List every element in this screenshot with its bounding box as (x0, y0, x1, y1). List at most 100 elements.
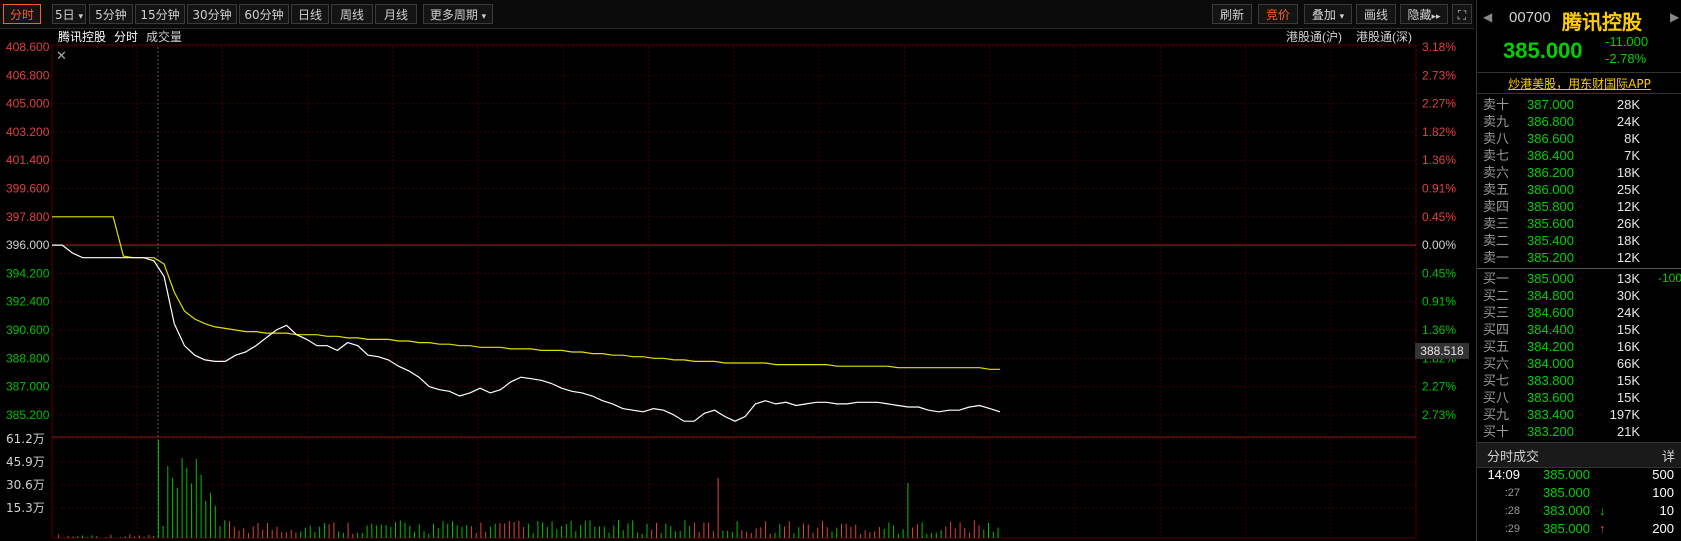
current-price-marker: 388.518 (1415, 343, 1469, 359)
ticks-title: 分时成交 (1487, 450, 1540, 465)
close-icon[interactable]: ✕ (56, 48, 67, 63)
period-tab-5day-label: 5日 (55, 8, 75, 22)
bid-level-label: 买五 (1483, 339, 1510, 354)
ask-row[interactable]: 卖六 386.200 18K (1477, 164, 1681, 181)
period-tab-weekly[interactable]: 周线 (331, 4, 373, 24)
ask-row[interactable]: 卖一 385.200 12K (1477, 249, 1681, 266)
bid-level-label: 买二 (1483, 288, 1510, 303)
ask-level-label: 卖七 (1483, 148, 1510, 163)
ask-row[interactable]: 卖四 385.800 12K (1477, 198, 1681, 215)
bid-row[interactable]: 买十 383.200 21K (1477, 423, 1681, 440)
bid-level-label: 买九 (1483, 407, 1510, 422)
quote-panel: ◀ 00700 腾讯控股 ▶ 385.000 -11.000 -2.78% 炒港… (1476, 0, 1681, 541)
chart-volume-label: 成交量 (146, 30, 183, 44)
bid-row[interactable]: 买四 384.400 15K (1477, 321, 1681, 338)
draw-line-button[interactable]: 画线 (1356, 4, 1396, 24)
ask-book: 卖十 387.000 28K 卖九 386.800 24K 卖八 386.600 8K 卖七 386… (1477, 96, 1681, 268)
ask-row[interactable]: 卖九 386.800 24K (1477, 113, 1681, 130)
pct-axis-label: 2.27% (1422, 380, 1456, 394)
tick-volume: 500 (1652, 467, 1674, 482)
bid-book: 买一 385.000 13K -100 买二 384.800 30K 买三 384.600 24K… (1477, 270, 1681, 442)
more-periods-dropdown[interactable]: 更多周期 ▾ (423, 4, 493, 24)
bid-row[interactable]: 买九 383.400 197K (1477, 406, 1681, 423)
tick-price: 383.000 (1543, 503, 1590, 518)
overlay-dropdown[interactable]: 叠加 ▾ (1304, 4, 1352, 24)
ask-volume: 8K (1624, 131, 1640, 146)
ask-level-label: 卖九 (1483, 114, 1510, 129)
bid-price: 384.200 (1527, 339, 1574, 354)
divider (1477, 268, 1681, 269)
last-price: 385.000 (1503, 38, 1583, 63)
pct-axis-label: 1.36% (1422, 323, 1456, 337)
tick-time: :27 (1504, 487, 1520, 499)
overlay-label: 叠加 (1311, 8, 1336, 22)
pct-axis-label: 2.73% (1422, 68, 1456, 82)
bid-row[interactable]: 买七 383.800 15K (1477, 372, 1681, 389)
period-tab-intraday[interactable]: 分时 (3, 4, 41, 24)
connect-sz-label[interactable]: 港股通(深) (1356, 30, 1412, 44)
ad-link[interactable]: 炒港美股，用东财国际APP (1508, 77, 1651, 91)
refresh-button[interactable]: 刷新 (1212, 4, 1252, 24)
ask-row[interactable]: 卖二 385.400 18K (1477, 232, 1681, 249)
bid-row[interactable]: 买二 384.800 30K (1477, 287, 1681, 304)
bid-volume: 15K (1616, 322, 1640, 337)
period-tab-daily[interactable]: 日线 (291, 4, 329, 24)
ask-row[interactable]: 卖七 386.400 7K (1477, 147, 1681, 164)
bid-price: 385.000 (1527, 271, 1574, 286)
bid-volume: 16K (1616, 339, 1640, 354)
price-change: -11.000 (1605, 34, 1649, 49)
hide-button[interactable]: 隐藏▸▸ (1400, 4, 1448, 24)
ask-price: 386.200 (1527, 165, 1574, 180)
ask-volume: 26K (1616, 216, 1640, 231)
ask-price: 385.200 (1527, 250, 1574, 265)
pct-axis-label: 0.45% (1422, 210, 1456, 224)
ask-price: 387.000 (1527, 97, 1574, 112)
bid-price: 383.600 (1527, 390, 1574, 405)
auction-button[interactable]: 竞价 (1258, 4, 1298, 24)
prev-stock-arrow-icon[interactable]: ◀ (1483, 10, 1493, 24)
ask-price: 385.800 (1527, 199, 1574, 214)
ask-row[interactable]: 卖十 387.000 28K (1477, 96, 1681, 113)
ask-volume: 25K (1616, 182, 1640, 197)
period-tab-5min[interactable]: 5分钟 (89, 4, 133, 24)
dropdown-arrow-icon: ▾ (78, 12, 83, 22)
pct-axis-label: 3.18% (1422, 40, 1456, 54)
tick-row: :29 385.000 ↑ 200 (1477, 520, 1681, 538)
bid-level-label: 买三 (1483, 305, 1510, 320)
bid-volume: 21K (1616, 424, 1640, 439)
period-tab-30min[interactable]: 30分钟 (187, 4, 237, 24)
fullscreen-icon[interactable]: ⛶ (1452, 4, 1472, 24)
series-price-line (52, 244, 1001, 422)
period-tab-60min[interactable]: 60分钟 (239, 4, 289, 24)
bid-level-label: 买八 (1483, 390, 1510, 405)
connect-sh-label[interactable]: 港股通(沪) (1286, 30, 1342, 44)
tick-row: :28 383.000 ↓ 10 (1477, 502, 1681, 520)
tick-row: 14:09 385.000 500 (1477, 466, 1681, 484)
tick-price: 385.000 (1543, 485, 1590, 500)
period-tab-monthly[interactable]: 月线 (375, 4, 417, 24)
bid-row[interactable]: 买三 384.600 24K (1477, 304, 1681, 321)
bid-volume: 15K (1616, 390, 1640, 405)
ask-price: 386.000 (1527, 182, 1574, 197)
ticks-detail-button[interactable]: 详 (1662, 450, 1676, 465)
price-axis-label: 405.000 (6, 97, 50, 111)
price-axis-label: 408.600 (6, 40, 50, 54)
intraday-chart: 腾讯控股 分时 成交量 港股通(沪) 港股通(深) ✕ 408.600 406.8… (0, 28, 1474, 541)
bid-row[interactable]: 买八 383.600 15K (1477, 389, 1681, 406)
ask-row[interactable]: 卖八 386.600 8K (1477, 130, 1681, 147)
ask-level-label: 卖十 (1483, 97, 1510, 112)
price-axis-label: 394.200 (6, 266, 50, 280)
bid-row[interactable]: 买一 385.000 13K -100 (1477, 270, 1681, 287)
bid-price: 384.400 (1527, 322, 1574, 337)
ask-row[interactable]: 卖五 386.000 25K (1477, 181, 1681, 198)
period-tab-5day[interactable]: 5日 ▾ (52, 4, 86, 24)
chart-stock-name: 腾讯控股 (58, 30, 107, 44)
next-stock-arrow-icon[interactable]: ▶ (1670, 10, 1680, 24)
period-tab-15min[interactable]: 15分钟 (135, 4, 185, 24)
bid-volume: 13K (1616, 271, 1640, 286)
bid-volume: 30K (1616, 288, 1640, 303)
ask-row[interactable]: 卖三 385.600 26K (1477, 215, 1681, 232)
bid-price: 384.000 (1527, 356, 1574, 371)
bid-row[interactable]: 买六 384.000 66K (1477, 355, 1681, 372)
bid-row[interactable]: 买五 384.200 16K (1477, 338, 1681, 355)
